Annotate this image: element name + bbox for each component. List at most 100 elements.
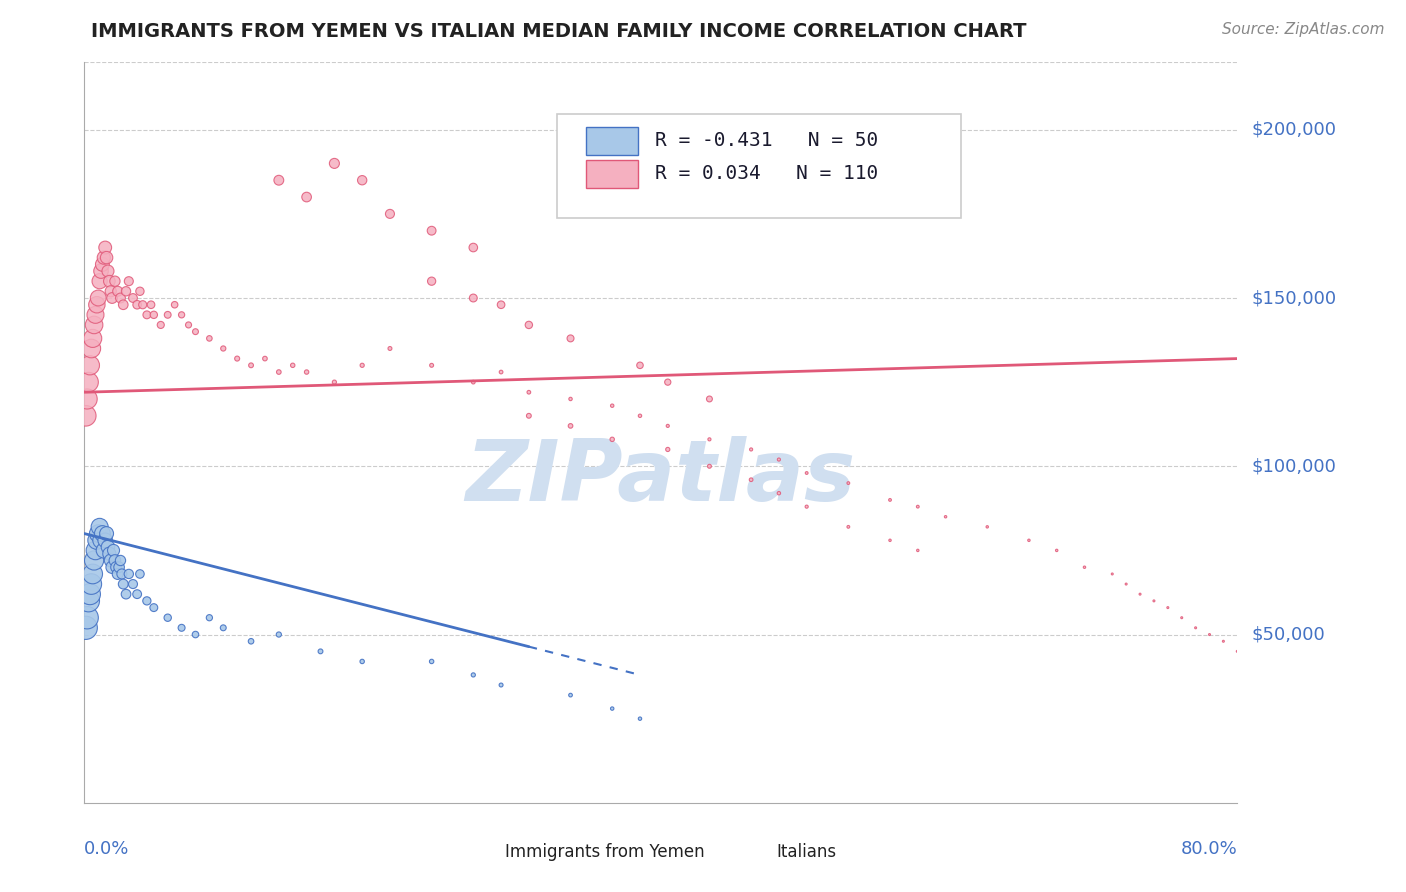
Point bbox=[489, 365, 512, 379]
Point bbox=[281, 359, 304, 373]
Point bbox=[149, 318, 172, 332]
Point bbox=[628, 712, 651, 726]
Point bbox=[198, 331, 221, 345]
Point bbox=[600, 701, 623, 715]
Point bbox=[1226, 644, 1249, 658]
Text: R = 0.034   N = 110: R = 0.034 N = 110 bbox=[655, 164, 879, 183]
Point bbox=[699, 392, 721, 406]
Point bbox=[699, 433, 721, 447]
Point bbox=[1240, 655, 1263, 669]
Point bbox=[80, 342, 103, 356]
FancyBboxPatch shape bbox=[586, 161, 638, 188]
Point bbox=[879, 533, 901, 548]
Point bbox=[560, 688, 582, 702]
Point bbox=[98, 274, 121, 288]
Text: $100,000: $100,000 bbox=[1251, 458, 1336, 475]
Point bbox=[84, 308, 107, 322]
Point bbox=[517, 409, 540, 423]
Point bbox=[740, 473, 762, 487]
Point bbox=[1046, 543, 1069, 558]
Point bbox=[212, 621, 235, 635]
Point bbox=[600, 399, 623, 413]
Point bbox=[420, 655, 443, 669]
Point bbox=[89, 274, 111, 288]
Point bbox=[100, 553, 122, 567]
Point bbox=[101, 291, 124, 305]
Point bbox=[129, 285, 152, 299]
Point bbox=[463, 291, 485, 305]
Text: $150,000: $150,000 bbox=[1251, 289, 1336, 307]
FancyBboxPatch shape bbox=[557, 114, 960, 218]
Text: Italians: Italians bbox=[776, 843, 837, 861]
Point bbox=[907, 543, 929, 558]
Point bbox=[82, 331, 104, 345]
Point bbox=[77, 375, 100, 389]
Text: IMMIGRANTS FROM YEMEN VS ITALIAN MEDIAN FAMILY INCOME CORRELATION CHART: IMMIGRANTS FROM YEMEN VS ITALIAN MEDIAN … bbox=[91, 22, 1026, 41]
Point bbox=[1198, 627, 1220, 641]
Point bbox=[135, 594, 157, 608]
Point bbox=[1212, 634, 1234, 648]
Point bbox=[94, 533, 117, 548]
Point bbox=[323, 375, 346, 389]
FancyBboxPatch shape bbox=[735, 840, 768, 863]
Point bbox=[976, 520, 998, 534]
Text: Immigrants from Yemen: Immigrants from Yemen bbox=[505, 843, 704, 861]
Point bbox=[768, 486, 790, 500]
Point bbox=[93, 543, 115, 558]
Text: R = -0.431   N = 50: R = -0.431 N = 50 bbox=[655, 130, 879, 150]
Point bbox=[740, 442, 762, 457]
Point bbox=[87, 291, 110, 305]
Point bbox=[96, 526, 118, 541]
Point bbox=[131, 298, 153, 312]
Point bbox=[86, 298, 108, 312]
Point bbox=[517, 318, 540, 332]
Point bbox=[97, 264, 120, 278]
Point bbox=[108, 560, 131, 574]
Point bbox=[110, 553, 132, 567]
Point bbox=[142, 600, 165, 615]
Point bbox=[295, 190, 318, 204]
Point bbox=[352, 655, 374, 669]
Point bbox=[1101, 566, 1123, 581]
Point bbox=[267, 173, 290, 187]
Point bbox=[127, 587, 149, 601]
Point bbox=[100, 285, 122, 299]
Point bbox=[560, 331, 582, 345]
Text: $200,000: $200,000 bbox=[1251, 120, 1336, 139]
Point bbox=[163, 298, 186, 312]
Point bbox=[156, 610, 179, 624]
Point bbox=[79, 587, 101, 601]
Point bbox=[489, 298, 512, 312]
FancyBboxPatch shape bbox=[586, 127, 638, 155]
Point bbox=[107, 566, 129, 581]
Point bbox=[1018, 533, 1040, 548]
Point bbox=[253, 351, 276, 366]
Point bbox=[295, 365, 318, 379]
Point bbox=[91, 526, 114, 541]
Point bbox=[463, 668, 485, 682]
Point bbox=[837, 520, 859, 534]
Point bbox=[82, 566, 104, 581]
Point bbox=[76, 610, 98, 624]
Point bbox=[98, 547, 121, 561]
Point bbox=[1170, 610, 1192, 624]
Point bbox=[1254, 661, 1277, 675]
Point bbox=[420, 359, 443, 373]
Point bbox=[129, 566, 152, 581]
Point bbox=[1143, 594, 1166, 608]
Point bbox=[127, 298, 149, 312]
Point bbox=[103, 543, 125, 558]
Point bbox=[267, 627, 290, 641]
Point bbox=[105, 560, 128, 574]
Point bbox=[699, 459, 721, 474]
Point bbox=[267, 365, 290, 379]
Point bbox=[75, 409, 97, 423]
Point bbox=[139, 298, 162, 312]
Point bbox=[352, 359, 374, 373]
Point bbox=[628, 359, 651, 373]
Point bbox=[352, 173, 374, 187]
Point bbox=[111, 566, 134, 581]
Point bbox=[101, 560, 124, 574]
Point bbox=[198, 610, 221, 624]
Point bbox=[142, 308, 165, 322]
